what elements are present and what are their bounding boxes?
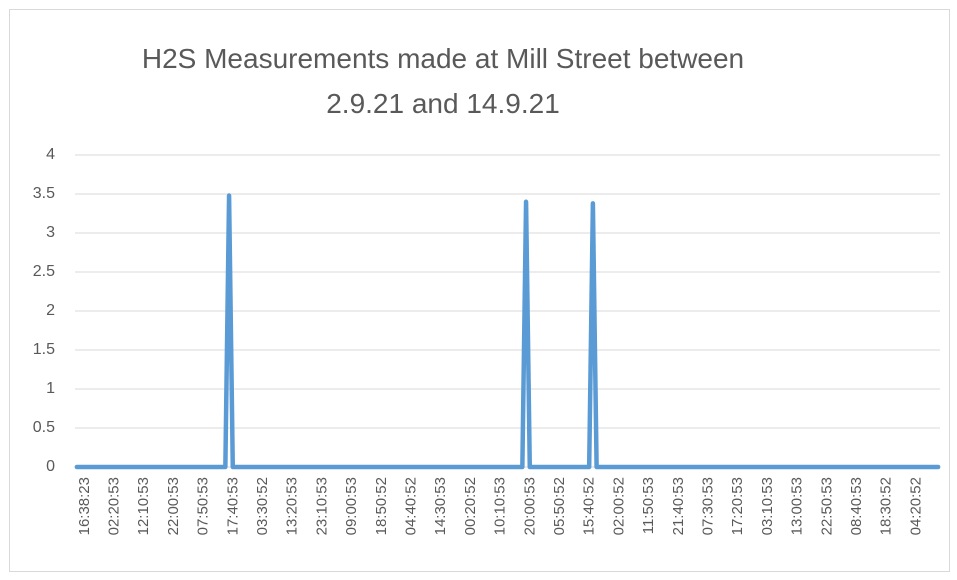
x-tick-label: 23:10:53 bbox=[313, 477, 330, 535]
y-tick-label: 1 bbox=[46, 380, 55, 397]
x-tick-label: 10:10:53 bbox=[492, 477, 509, 535]
x-tick-label: 03:30:52 bbox=[254, 477, 271, 535]
x-tick-label: 02:00:52 bbox=[610, 477, 627, 535]
x-tick-label: 17:20:53 bbox=[729, 477, 746, 535]
x-tick-label: 20:00:53 bbox=[521, 477, 538, 535]
data-line bbox=[74, 193, 941, 470]
x-tick-label: 13:20:53 bbox=[284, 477, 301, 535]
y-tick-label: 4 bbox=[46, 146, 55, 163]
x-tick-label: 00:20:52 bbox=[462, 477, 479, 535]
x-tick-label: 18:30:52 bbox=[878, 477, 895, 535]
y-tick-label: 3.5 bbox=[33, 185, 55, 202]
x-tick-label: 11:50:53 bbox=[640, 477, 657, 534]
x-tick-label: 12:10:53 bbox=[135, 477, 152, 535]
y-tick-label: 0 bbox=[46, 458, 55, 475]
y-tick-label: 0.5 bbox=[33, 419, 55, 436]
x-tick-label: 21:40:53 bbox=[670, 477, 687, 535]
x-tick-label: 04:40:52 bbox=[403, 477, 420, 535]
chart-title: H2S Measurements made at Mill Street bet… bbox=[141, 43, 745, 119]
x-tick-label: 17:40:53 bbox=[224, 477, 241, 535]
x-tick-label: 07:30:53 bbox=[700, 477, 717, 535]
y-tick-label: 3 bbox=[46, 224, 55, 241]
x-tick-label: 02:20:53 bbox=[106, 477, 123, 535]
x-tick-label: 14:30:53 bbox=[432, 477, 449, 535]
chart-border bbox=[9, 9, 950, 572]
y-tick-label: 2.5 bbox=[33, 263, 55, 280]
x-tick-label: 05:50:52 bbox=[551, 477, 568, 535]
x-tick-label: 22:00:53 bbox=[165, 477, 182, 535]
x-tick-label: 03:10:53 bbox=[759, 477, 776, 535]
x-tick-label: 18:50:52 bbox=[373, 477, 390, 535]
x-tick-label: 07:50:53 bbox=[195, 477, 212, 535]
x-tick-label: 22:50:53 bbox=[818, 477, 835, 535]
x-tick-label: 13:00:53 bbox=[789, 477, 806, 535]
x-tick-label: 04:20:52 bbox=[907, 477, 924, 535]
x-tick-label: 09:00:53 bbox=[343, 477, 360, 535]
x-tick-label: 15:40:52 bbox=[581, 477, 598, 535]
y-tick-label: 2 bbox=[46, 302, 55, 319]
x-tick-label: 08:40:53 bbox=[848, 477, 865, 535]
y-tick-label: 1.5 bbox=[33, 341, 55, 358]
x-tick-label: 16:38:23 bbox=[76, 477, 93, 535]
